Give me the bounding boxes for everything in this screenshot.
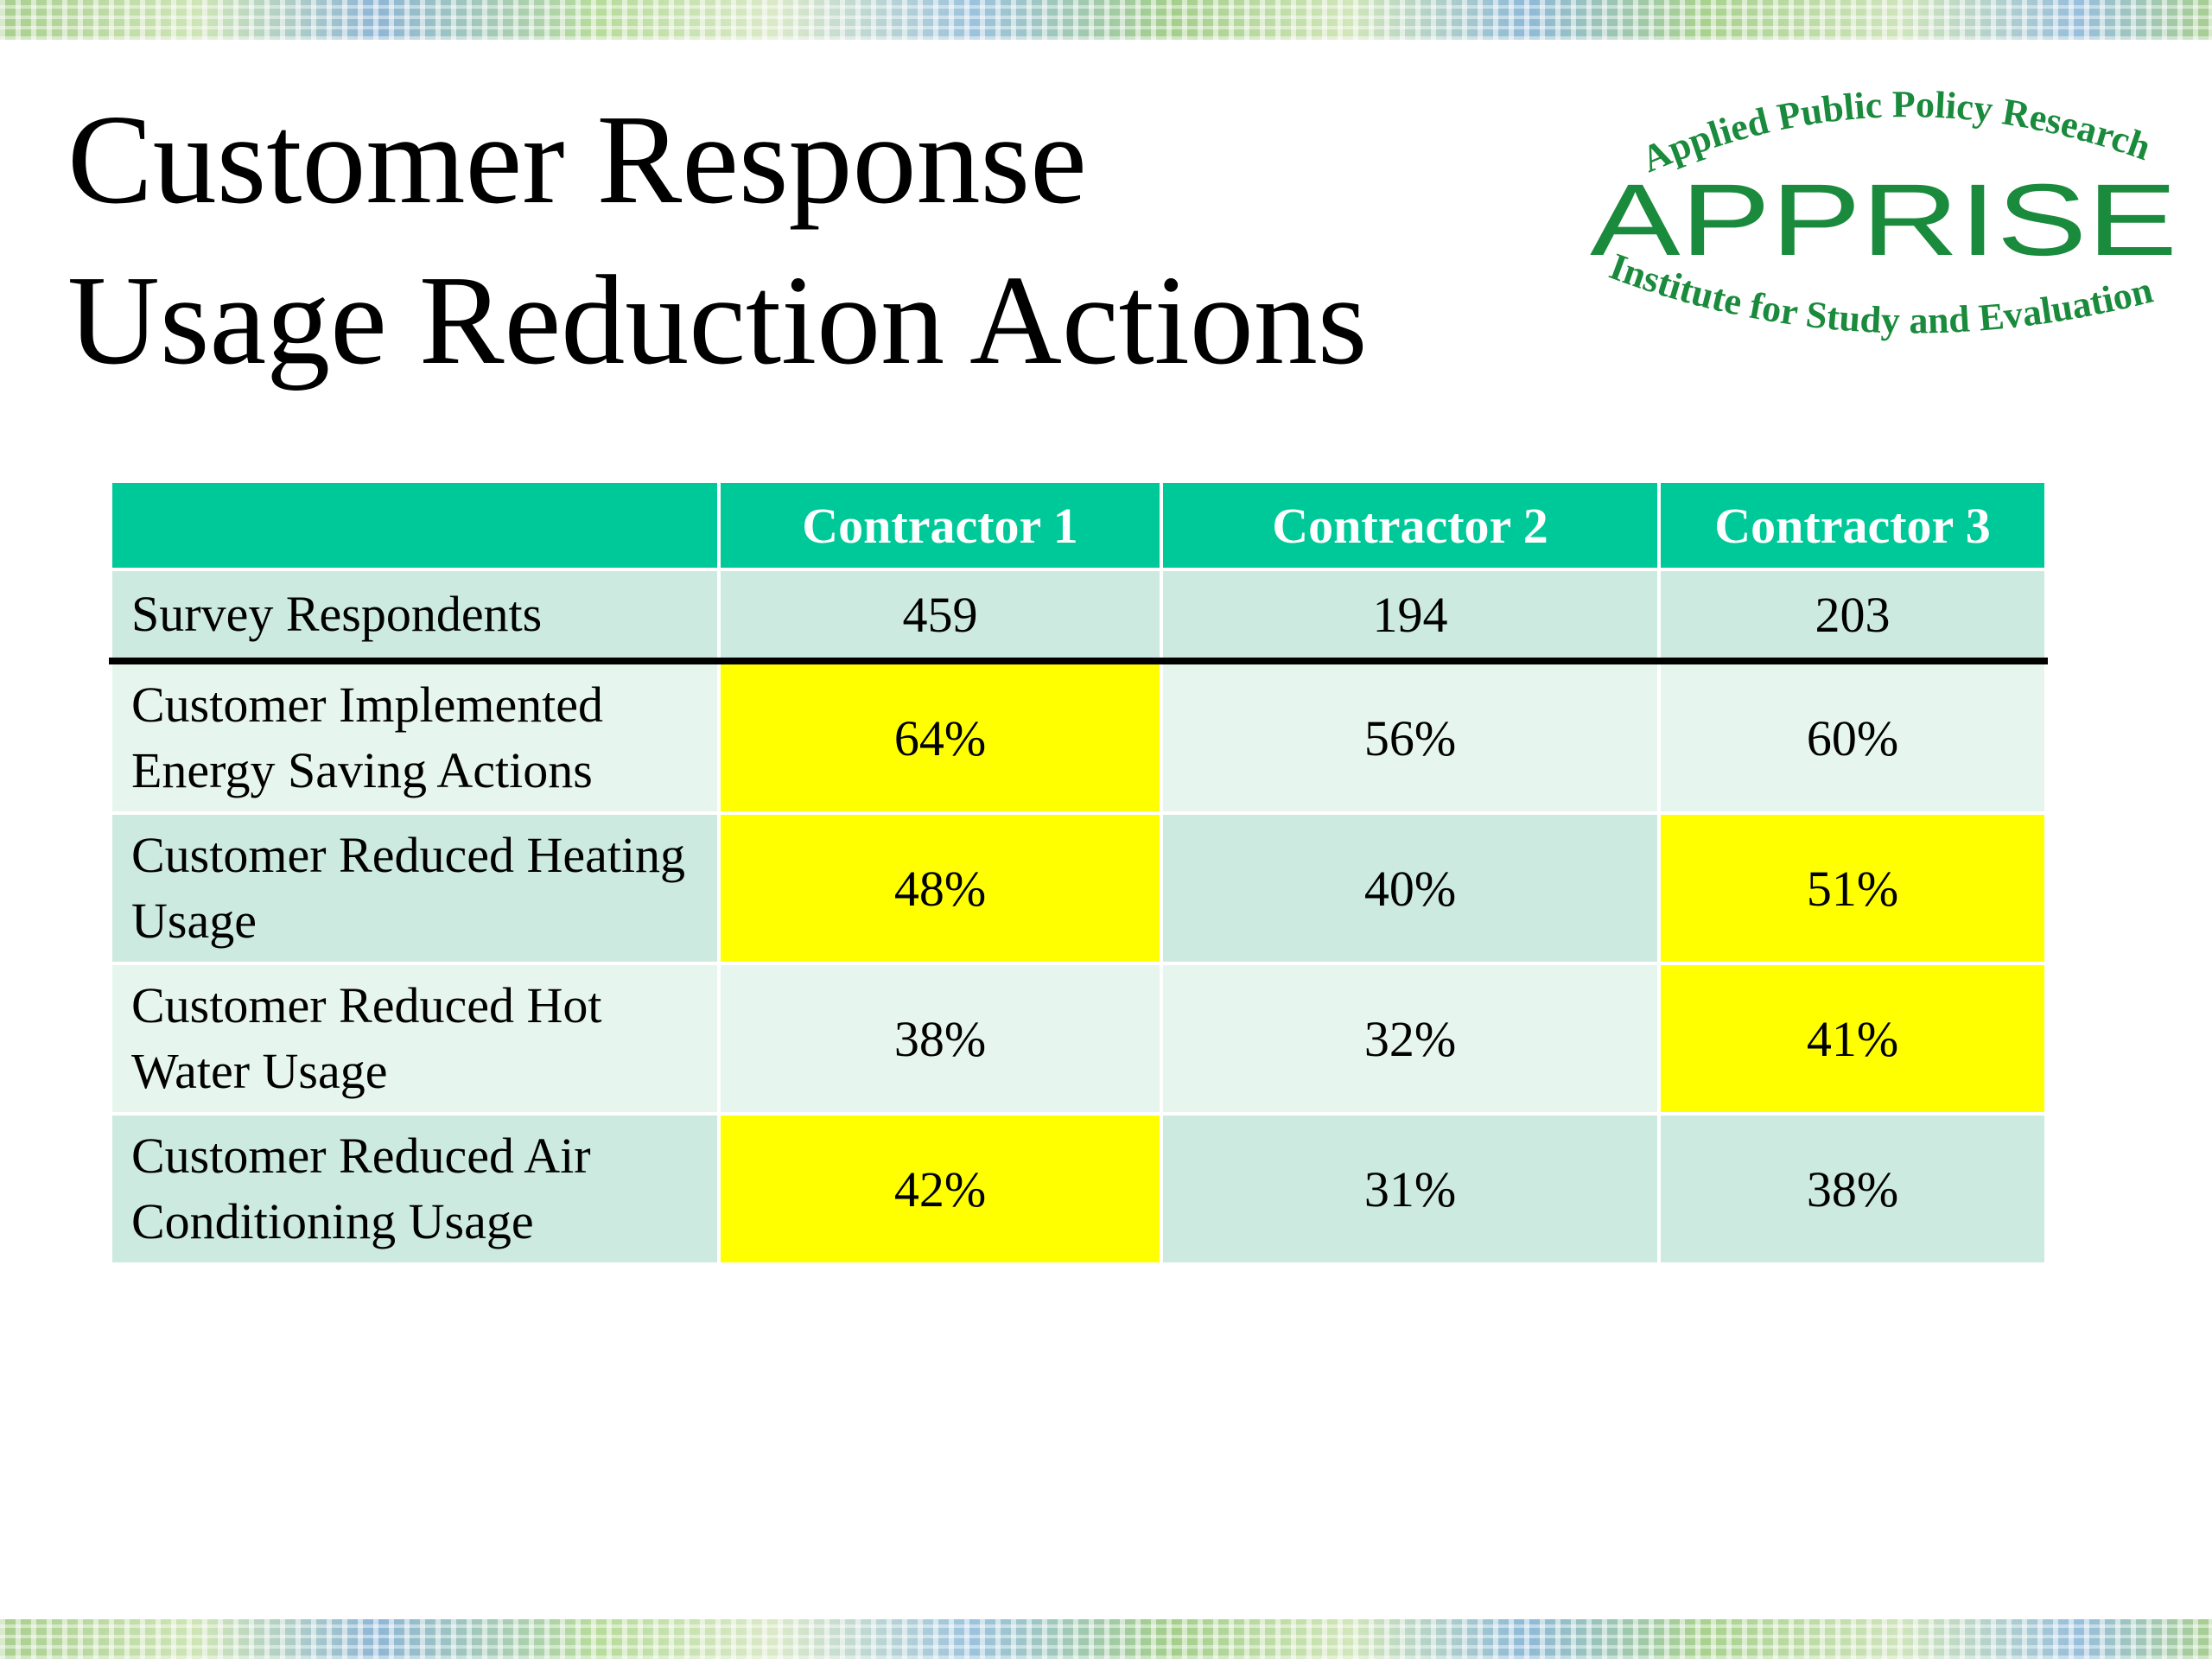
table-row: Customer Reduced Air Conditioning Usage … [109,1112,2048,1266]
header-contractor-3: Contractor 3 [1657,480,2048,571]
slide-title: Customer Response Usage Reduction Action… [67,79,1367,401]
value-cell: 51% [1657,811,2048,965]
slide-title-line-1: Customer Response [67,89,1087,231]
value-cell: 40% [1160,811,1661,965]
value-cell: 60% [1657,659,2048,815]
respondents-contractor-2: 194 [1160,568,1661,664]
row-label: Customer Reduced Air Conditioning Usage [109,1112,721,1266]
decorative-bottom-border [0,1619,2212,1659]
apprise-logo: Applied Public Policy Research APPRISE I… [1590,83,2177,341]
row-label: Survey Respondents [109,568,721,664]
row-label: Customer Implemented Energy Saving Actio… [109,659,721,815]
row-label: Customer Reduced Heating Usage [109,811,721,965]
respondents-contractor-1: 459 [717,568,1163,664]
value-cell: 38% [717,962,1163,1116]
value-cell: 31% [1160,1112,1661,1266]
value-cell: 56% [1160,659,1661,815]
slide-title-line-2: Usage Reduction Actions [67,250,1368,391]
logo-wordmark: APPRISE [1590,163,2177,277]
value-cell: 48% [717,811,1163,965]
header-blank-cell [109,480,721,571]
table-row: Customer Reduced Heating Usage 48% 40% 5… [109,811,2048,965]
row-label: Customer Reduced Hot Water Usage [109,962,721,1116]
table-row: Customer Reduced Hot Water Usage 38% 32%… [109,962,2048,1116]
contractor-comparison-table: Contractor 1 Contractor 2 Contractor 3 S… [109,480,2048,1266]
value-cell: 41% [1657,962,2048,1116]
value-cell: 32% [1160,962,1661,1116]
header-row: Contractor 1 Contractor 2 Contractor 3 [109,480,2048,571]
value-cell: 64% [717,659,1163,815]
value-cell: 38% [1657,1112,2048,1266]
decorative-top-border [0,0,2212,40]
header-contractor-2: Contractor 2 [1160,480,1661,571]
table-row: Customer Implemented Energy Saving Actio… [109,659,2048,815]
header-contractor-1: Contractor 1 [717,480,1163,571]
value-cell: 42% [717,1112,1163,1266]
survey-respondents-row: Survey Respondents 459 194 203 [109,568,2048,664]
respondents-contractor-3: 203 [1657,568,2048,664]
